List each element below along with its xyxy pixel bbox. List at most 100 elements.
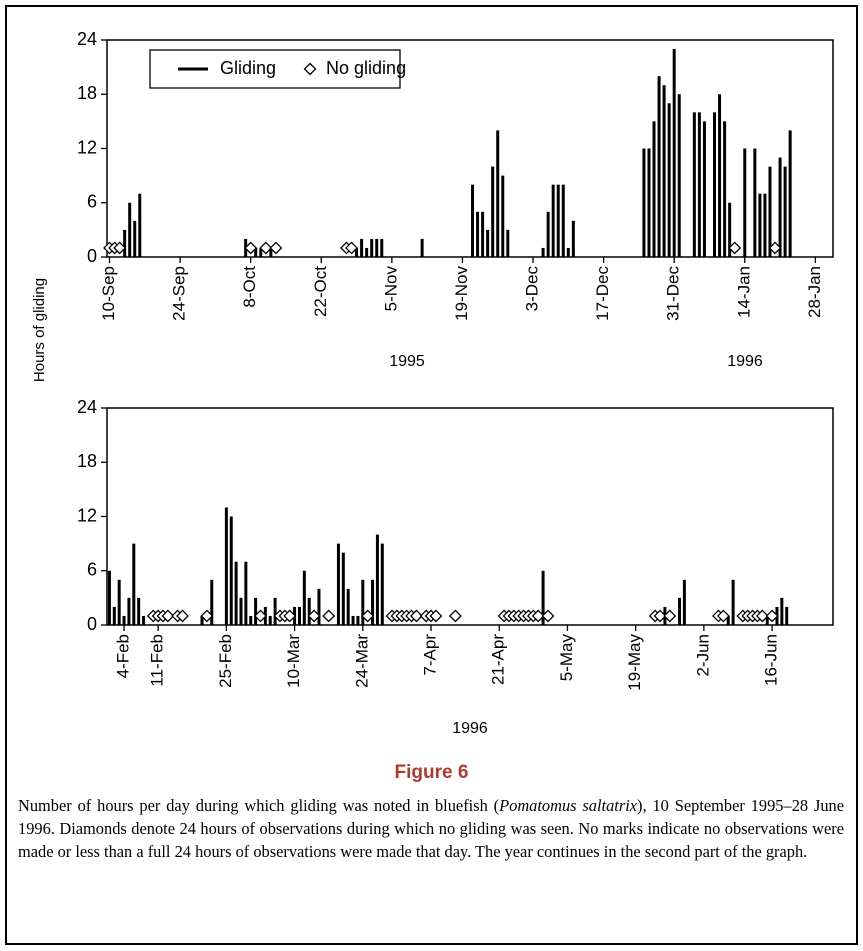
y-tick-label: 24 [77,397,97,417]
x-tick-label: 10-Sep [99,266,118,321]
bar [249,615,253,625]
figure-frame [5,5,858,945]
x-tick-label: 8-Oct [240,266,259,308]
bar [117,579,121,625]
year-label: 1996 [452,720,488,737]
bar [561,184,565,257]
bar [678,597,682,625]
y-axis-label: Hours of gliding [31,278,48,382]
bar [541,247,545,257]
bar [273,597,277,625]
x-tick-label: 25-Feb [216,634,235,688]
bar [672,49,676,257]
bar [556,184,560,257]
x-tick-label: 24-Mar [352,634,371,688]
x-tick-label: 4-Feb [114,634,133,678]
bar [122,615,126,625]
bar [496,130,500,257]
diamond-marker [113,241,127,255]
x-tick-label: 11-Feb [148,634,167,687]
x-tick-label: 19-May [625,634,644,691]
charts: 0 6 12 18 24 10-Sep 24-Sep 8-Oct 22-Oct 5-Nov 19-N… [31,29,834,737]
bar [259,247,263,257]
plot-frame [106,407,834,626]
bar [491,166,495,257]
bar [254,247,258,257]
bar [471,184,475,257]
diamond-marker [531,609,545,623]
bar [380,543,384,625]
bar [142,615,146,625]
bar [506,229,510,257]
x-tick-label: 2-Jun [693,634,712,677]
diamond-marker [765,609,779,623]
diamond-marker [269,241,283,255]
diamond-marker [283,609,297,623]
bar [346,588,350,625]
bar [200,615,204,625]
bar [743,148,747,257]
bar [360,238,364,257]
x-tick-label: 7-Apr [421,634,440,676]
bar [128,202,132,257]
bar [224,507,228,625]
x-tick-label: 22-Oct [311,266,330,317]
diamond-marker [244,241,258,255]
caption: Number of hours per day during which gli… [18,794,844,863]
bar [763,193,767,257]
diamond-marker [176,609,189,623]
bar [476,211,480,257]
bar [380,238,384,257]
bar [765,615,769,625]
legend-label: No gliding [326,58,406,78]
bar [351,615,355,625]
bar [107,570,111,625]
bar [132,543,136,625]
legend: Gliding No gliding [149,49,406,89]
bar [662,85,666,257]
bar [788,130,792,257]
y-tick-label: 6 [87,192,97,212]
bar [768,166,772,257]
bar [486,229,490,257]
diamond-marker [716,609,730,623]
bar [682,579,686,625]
bar [371,579,375,625]
bar [481,211,485,257]
bar [642,148,646,257]
bar [239,597,243,625]
bar [269,247,273,257]
x-tick-label: 16-Jun [762,634,781,686]
bar [667,103,671,258]
diamond-marker [728,241,742,255]
diamond-marker [307,609,321,623]
bar [718,94,722,257]
caption-text: ), 10 September 1995–28 June 1996. Diamo… [18,796,845,861]
y-tick-label: 0 [87,246,97,266]
bar [647,148,651,257]
bar [133,220,137,257]
bar [112,606,116,625]
bar [210,579,214,625]
bar [551,184,555,257]
bar [697,112,701,257]
diamond-marker [322,609,336,623]
diamond-marker [345,241,358,255]
bar [785,606,789,625]
bar [307,597,311,625]
year-label: 1996 [727,353,763,370]
y-tick-label: 6 [87,560,97,580]
caption-species: Pomatomus saltatrix [499,796,638,815]
bar [420,238,424,257]
bar [302,570,306,625]
bar [127,597,131,625]
figure-title: Figure 6 [394,762,469,783]
bar [780,597,784,625]
bar [254,597,258,625]
diamond-marker [361,609,375,623]
bar [571,220,575,257]
x-tick-label: 19-Nov [452,266,471,321]
x-tick-label: 21-Apr [489,634,508,685]
y-tick-label: 24 [77,29,97,49]
